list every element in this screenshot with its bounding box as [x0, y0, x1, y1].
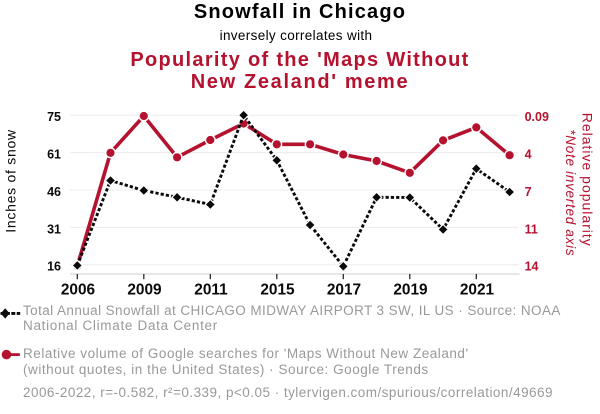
- svg-text:4: 4: [525, 148, 532, 162]
- svg-text:Inches of snow: Inches of snow: [3, 129, 19, 233]
- svg-text:2006: 2006: [61, 282, 95, 299]
- svg-text:2015: 2015: [260, 282, 295, 299]
- svg-text:0.09: 0.09: [525, 110, 549, 124]
- svg-text:7: 7: [525, 185, 532, 199]
- svg-text:*Note inverted axis: *Note inverted axis: [563, 129, 578, 256]
- svg-text:75: 75: [47, 110, 61, 124]
- svg-text:2017: 2017: [327, 282, 361, 299]
- svg-text:2009: 2009: [127, 282, 161, 299]
- svg-text:2011: 2011: [194, 282, 228, 299]
- svg-text:31: 31: [47, 222, 61, 236]
- svg-text:16: 16: [47, 260, 61, 274]
- svg-text:2019: 2019: [393, 282, 427, 299]
- svg-text:2021: 2021: [460, 282, 495, 299]
- svg-text:11: 11: [525, 222, 538, 236]
- svg-text:Relative popularity: Relative popularity: [580, 113, 596, 247]
- svg-text:14: 14: [525, 260, 539, 274]
- svg-text:61: 61: [47, 148, 61, 162]
- svg-text:46: 46: [47, 185, 61, 199]
